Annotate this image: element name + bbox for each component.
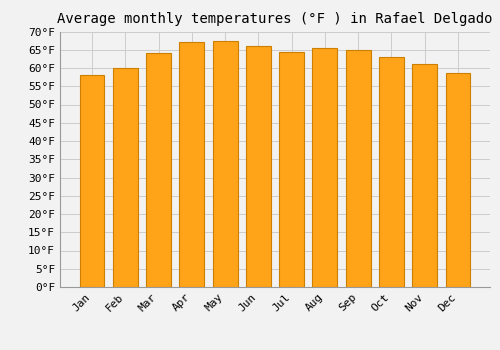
Bar (279, 51, 304, 287)
Bar (312, 48, 338, 287)
Bar (113, 68, 138, 287)
Bar (146, 54, 171, 287)
Title: Average monthly temperatures (°F ) in Rafael Delgado: Average monthly temperatures (°F ) in Ra… (57, 12, 493, 26)
Bar (80, 75, 104, 287)
Bar (212, 41, 238, 287)
Bar (412, 64, 437, 287)
Bar (379, 57, 404, 287)
Bar (246, 46, 271, 287)
Bar (180, 42, 204, 287)
Bar (446, 74, 470, 287)
Bar (346, 50, 370, 287)
